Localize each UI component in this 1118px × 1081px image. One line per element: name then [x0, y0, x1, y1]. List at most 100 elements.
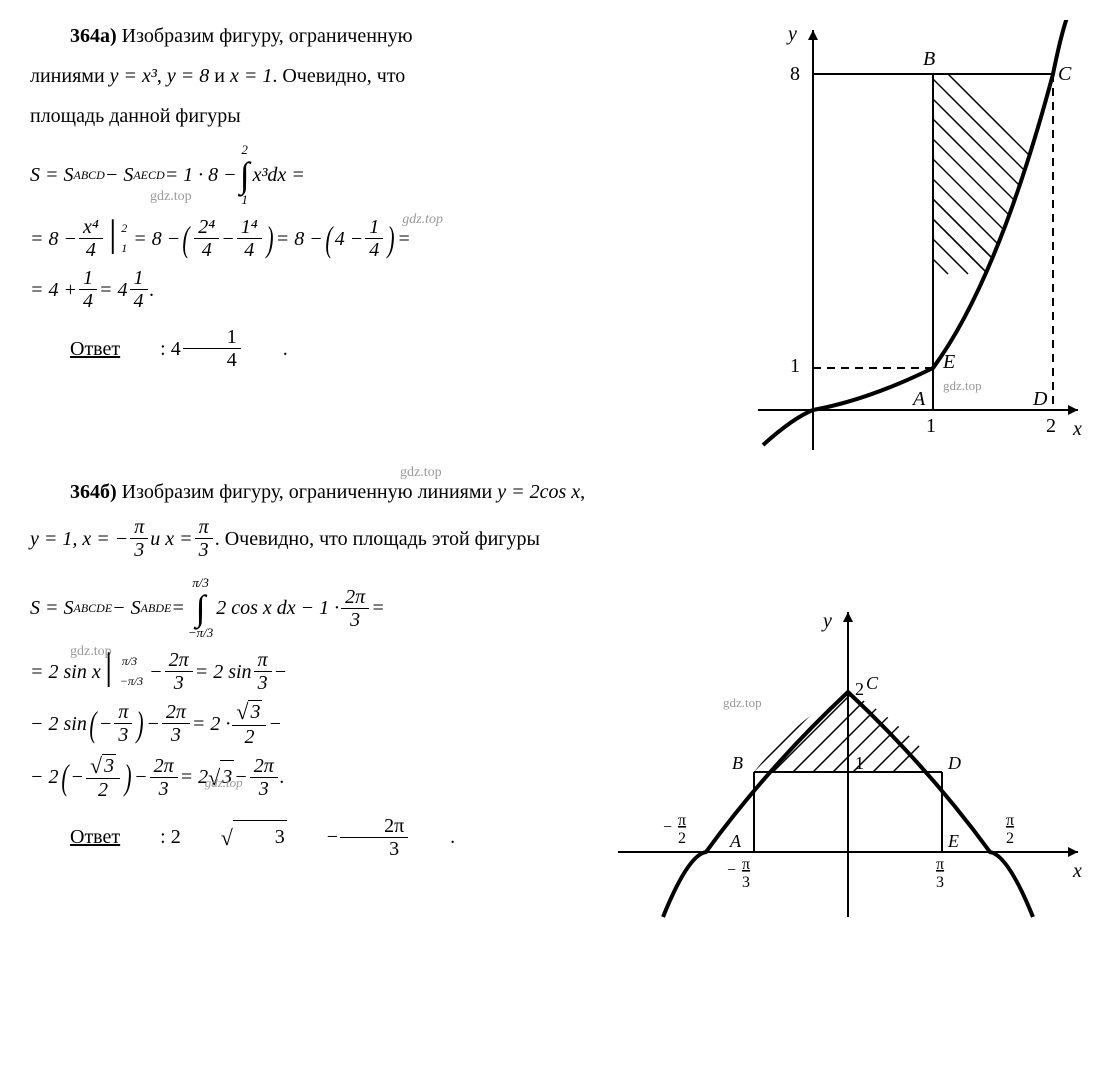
prob-a-t1b: линиями: [30, 65, 110, 87]
t: и x =: [150, 523, 192, 555]
pt-C: C: [1058, 63, 1072, 85]
svg-text:π: π: [742, 856, 750, 873]
num: 1: [183, 326, 241, 349]
t: −: [149, 656, 163, 688]
t: −: [99, 708, 113, 740]
svg-text:3: 3: [742, 874, 750, 891]
t: −: [71, 761, 85, 793]
den: 3: [155, 778, 173, 800]
eval-bar: | π/3 −π/3: [103, 654, 113, 689]
prob-b-para2: y = 1, x = − π 3 и x = π 3 . Очевидно, ч…: [30, 516, 1088, 561]
eq: =: [171, 592, 185, 624]
frac: 3 2: [232, 700, 266, 747]
frac: 2π 3: [162, 701, 190, 746]
lparen-icon: (: [183, 230, 190, 248]
graph-a-svg: y x 8 1 1 2 B C E A D gdz.top: [748, 20, 1088, 460]
frac: 2π 3gdz.top: [250, 755, 278, 800]
t: 4 −: [335, 223, 364, 255]
rad: 3: [248, 700, 262, 723]
prob-b-eqline4: − 2 ( − 3 2 ) − 2π 3 = 2 3 − 2π 3gdz.top…: [30, 754, 598, 801]
lparen-icon: (: [61, 768, 68, 786]
int-sym: ∫: [240, 161, 250, 190]
num: π: [114, 701, 132, 724]
pt-E: E: [942, 351, 955, 373]
num: π: [254, 649, 272, 672]
prob-a-para1: 364а) Изобразим фигуру, ограниченную: [30, 20, 738, 52]
prob-b-curve1: y = 2cos x: [497, 481, 580, 503]
svg-text:gdz.top: gdz.top: [723, 695, 762, 710]
tick-1x: 1: [926, 415, 936, 437]
svg-text:π: π: [1006, 812, 1014, 829]
t: : 2: [120, 821, 181, 853]
frac: 1 4: [365, 216, 383, 261]
den: 4: [365, 239, 383, 261]
t: .: [243, 333, 288, 365]
eval-bar: | 2 1: [107, 221, 117, 256]
frac: π 3: [130, 516, 148, 561]
num: 2π: [150, 755, 178, 778]
rparen-icon: ): [388, 230, 395, 248]
S: S = S: [30, 159, 74, 191]
prob-a-eqline2: = 8 − x⁴ 4 | 2 1 = 8 − ( 2⁴ 4 − 1⁴ 4 ): [30, 216, 738, 261]
t: . Очевидно, что площадь этой фигуры: [215, 523, 540, 555]
rad: 3: [233, 820, 287, 853]
ub: π/3: [122, 652, 137, 671]
problem-364b-row: S = SABCDE − SABDE = π/3 ∫ −π/3 2 cos x …: [30, 567, 1088, 937]
svg-text:x: x: [1072, 860, 1082, 882]
integrand: 2 cos x dx − 1 ·: [216, 592, 339, 624]
svg-text:3: 3: [936, 874, 944, 891]
t: = 8 −: [276, 223, 323, 255]
frac: 1 4: [130, 267, 148, 312]
den: 4: [183, 349, 241, 371]
den: 3: [195, 539, 213, 561]
tick-2x: 2: [1046, 415, 1056, 437]
prob-b-eqline1: S = SABCDE − SABDE = π/3 ∫ −π/3 2 cos x …: [30, 573, 598, 643]
answer-label: Ответ: [30, 821, 120, 853]
problem-364a-text: 364а) Изобразим фигуру, ограниченную лин…: [30, 20, 738, 377]
watermark: gdz.top: [402, 209, 443, 231]
sub: ABCDE: [74, 599, 113, 618]
svg-text:2: 2: [1006, 830, 1014, 847]
pt-A: A: [911, 388, 926, 410]
svg-text:C: C: [866, 673, 879, 693]
integrand: x³dx =: [253, 159, 305, 191]
den: 2: [240, 726, 258, 748]
frac: x⁴ 4: [79, 216, 103, 261]
lb: 1: [241, 190, 248, 211]
prob-a-eqline1: S = SABCD − SAECD = 1 · 8 − 2 ∫ 1 x³dx =: [30, 140, 738, 210]
rparen-icon: ): [266, 230, 273, 248]
t: −: [274, 656, 288, 688]
lb: −π/3: [188, 623, 213, 644]
den: 3: [170, 672, 188, 694]
rad: 3: [102, 754, 116, 777]
frac: 2π 3: [340, 815, 408, 860]
den: 3: [254, 672, 272, 694]
num: 2π: [165, 649, 193, 672]
den: 3: [259, 778, 269, 800]
lb: 1: [121, 239, 127, 258]
num: 2π: [340, 815, 408, 838]
t: .: [410, 821, 455, 853]
prob-a-para3: площадь данной фигуры: [30, 100, 738, 132]
watermark: gdz.top: [400, 462, 442, 484]
num: 1⁴: [237, 216, 262, 239]
t: .: [150, 274, 155, 306]
num: 1: [79, 267, 97, 290]
svg-text:2: 2: [678, 830, 686, 847]
prob-a-answer: Ответ: 4 1 4 .: [30, 326, 738, 371]
frac: 2π 3: [165, 649, 193, 694]
den: 4: [82, 239, 100, 261]
answer-label: Ответ: [30, 333, 120, 365]
sub: ABCD: [74, 166, 105, 185]
t: = 4: [99, 274, 128, 306]
svg-text:π: π: [936, 856, 944, 873]
den: 3: [346, 609, 364, 631]
frac: π 3: [254, 649, 272, 694]
num: 2π: [341, 586, 369, 609]
frac: 1⁴ 4: [237, 216, 262, 261]
t: = 2 ·: [192, 708, 231, 740]
frac: π 3: [195, 516, 213, 561]
t: −: [146, 708, 160, 740]
lparen-icon: (: [89, 715, 96, 733]
svg-text:π: π: [678, 812, 686, 829]
